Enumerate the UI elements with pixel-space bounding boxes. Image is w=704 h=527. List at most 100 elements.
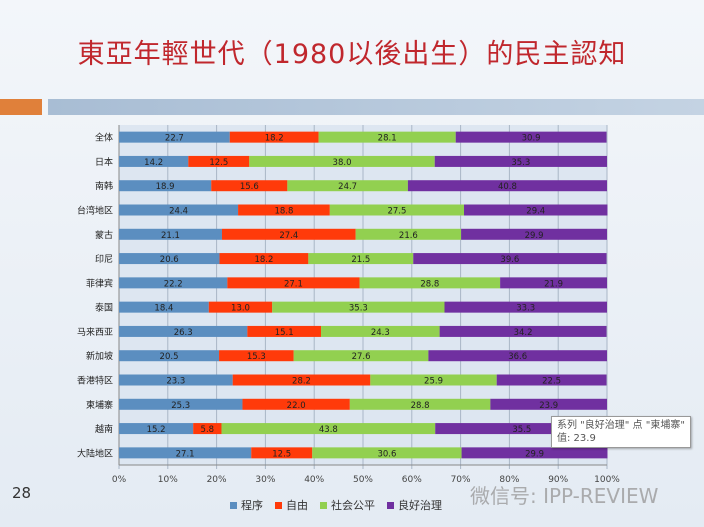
bar-segment	[308, 253, 414, 265]
decorative-band-orange	[0, 99, 42, 115]
bar-segment	[287, 180, 408, 192]
bar-segment	[242, 398, 350, 410]
x-tick-label: 90%	[548, 475, 568, 485]
data-label: 21.6	[399, 231, 418, 241]
data-label: 28.1	[378, 134, 397, 144]
data-label: 14.2	[144, 158, 163, 168]
bar-segment	[232, 374, 371, 386]
chart-legend: 程序 自由 社会公平 良好治理	[230, 497, 442, 513]
data-label: 30.9	[522, 134, 541, 144]
data-label: 27.4	[279, 231, 298, 241]
y-category-label: 蒙古	[95, 229, 113, 241]
bar-segment	[359, 277, 501, 289]
y-category-label: 柬埔寨	[86, 399, 113, 411]
data-label: 30.6	[377, 449, 396, 459]
y-category-label: 新加坡	[86, 350, 113, 362]
data-label: 22.0	[287, 401, 306, 411]
bar-segment	[455, 131, 607, 143]
bar-segment	[434, 155, 607, 167]
data-label: 12.5	[209, 158, 228, 168]
data-label: 33.3	[516, 304, 535, 314]
data-label: 28.8	[411, 401, 430, 411]
bar-segment	[219, 350, 294, 362]
data-label: 27.1	[284, 279, 303, 289]
bar-segment	[119, 253, 220, 265]
data-label: 27.1	[176, 449, 195, 459]
data-label: 25.3	[171, 401, 190, 411]
x-tick-label: 50%	[353, 475, 373, 485]
bar-segment	[119, 301, 209, 313]
data-label: 15.1	[275, 328, 294, 338]
data-label: 29.9	[525, 449, 544, 459]
bar-segment	[188, 155, 250, 167]
x-tick-label: 0%	[112, 475, 127, 485]
data-label: 35.5	[512, 425, 531, 435]
data-label: 35.3	[511, 158, 530, 168]
data-label: 36.6	[508, 352, 527, 362]
bar-segment	[329, 204, 465, 216]
x-tick-label: 30%	[255, 475, 275, 485]
bar-segment	[349, 398, 491, 410]
bar-segment	[119, 374, 233, 386]
page-title: 東亞年輕世代（1980以後出生）的民主認知	[77, 39, 627, 70]
data-label: 22.2	[164, 279, 183, 289]
x-tick-label: 10%	[158, 475, 178, 485]
y-category-label: 菲律宾	[86, 277, 113, 289]
data-label: 24.3	[371, 328, 390, 338]
x-tick-label: 40%	[304, 475, 324, 485]
bar-segment	[119, 398, 243, 410]
bar-segment	[293, 350, 429, 362]
bar-segment	[119, 423, 194, 435]
bar-segment	[229, 131, 319, 143]
bar-segment	[321, 325, 440, 337]
bar-segment	[251, 447, 313, 459]
bar-segment	[439, 325, 607, 337]
data-label: 22.7	[165, 134, 184, 144]
bar-segment	[221, 423, 436, 435]
data-label: 28.2	[292, 377, 311, 387]
bar-segment	[464, 204, 608, 216]
tooltip-series: 系列 "良好治理" 点 "柬埔寨"	[557, 420, 685, 431]
data-label: 18.8	[274, 207, 293, 217]
watermark: 微信号: IPP-REVIEW	[470, 484, 659, 508]
chart-tooltip: 系列 "良好治理" 点 "柬埔寨" 值: 23.9	[551, 416, 691, 448]
data-label: 15.3	[247, 352, 266, 362]
bar-segment	[119, 447, 252, 459]
slide-number: 28	[12, 484, 32, 502]
bar-segment	[208, 301, 273, 313]
bar-segment	[221, 228, 356, 240]
data-label: 22.5	[542, 377, 561, 387]
bar-segment	[238, 204, 330, 216]
y-category-label: 泰国	[95, 302, 113, 314]
x-tick-label: 100%	[594, 475, 620, 485]
data-label: 15.2	[147, 425, 166, 435]
bar-segment	[227, 277, 360, 289]
y-category-label: 越南	[95, 423, 113, 435]
tooltip-value: 值: 23.9	[557, 433, 596, 444]
y-category-label: 大陆地区	[77, 447, 113, 459]
data-label: 24.4	[169, 207, 188, 217]
data-label: 43.8	[319, 425, 338, 435]
bar-segment	[407, 180, 607, 192]
legend-label: 程序	[241, 499, 263, 512]
bar-segment	[461, 447, 608, 459]
bar-segment	[119, 131, 230, 143]
data-label: 5.8	[201, 425, 215, 435]
data-label: 23.3	[166, 377, 185, 387]
legend-item: 社会公平	[320, 497, 375, 513]
data-label: 20.6	[160, 255, 179, 265]
bar-segment	[435, 423, 609, 435]
bar-segment	[119, 325, 248, 337]
data-label: 27.5	[387, 207, 406, 217]
bar-segment	[249, 155, 435, 167]
legend-label: 社会公平	[331, 499, 375, 512]
legend-swatch	[387, 502, 394, 509]
bar-segment	[312, 447, 462, 459]
data-label: 18.9	[156, 182, 175, 192]
bar-segment	[272, 301, 445, 313]
legend-item: 程序	[230, 497, 263, 513]
y-category-label: 台湾地区	[77, 205, 113, 217]
legend-swatch	[320, 502, 327, 509]
bar-segment	[119, 155, 189, 167]
